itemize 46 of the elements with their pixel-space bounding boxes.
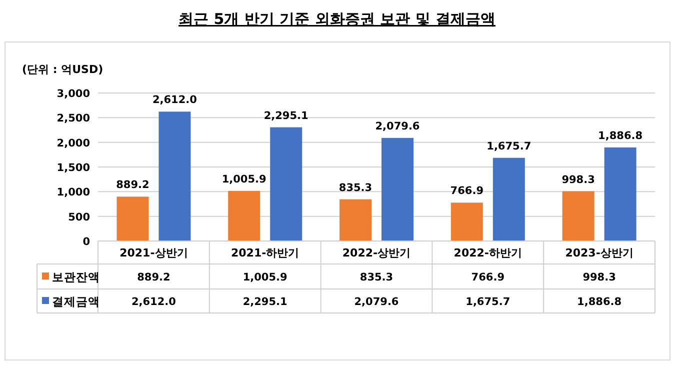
bar xyxy=(340,199,372,242)
text: 2,295.1 xyxy=(264,110,308,122)
legend-label: 결제금액 xyxy=(52,294,100,308)
text: 2,079.6 xyxy=(375,120,420,132)
bar xyxy=(270,127,302,242)
text: 889.2 xyxy=(116,179,150,192)
data-label: 2,079.6 xyxy=(354,296,399,308)
data-label: 2,295.1 xyxy=(242,296,288,308)
bar xyxy=(382,138,414,242)
data-label: 2,612.0 xyxy=(131,296,176,308)
bar xyxy=(228,190,260,242)
chart-title: 최근 5개 반기 기준 외화증권 보관 및 결제금액 xyxy=(178,10,496,28)
y-tick-label: 1,500 xyxy=(56,162,90,174)
data-label: 766.9 xyxy=(471,272,505,284)
bar xyxy=(604,147,636,242)
text: 2,612.0 xyxy=(152,94,197,106)
x-tick-label: 2022-하반기 xyxy=(454,246,522,260)
data-label: 998.3 xyxy=(582,272,616,284)
text: 766.9 xyxy=(450,185,484,198)
text: 998.3 xyxy=(562,174,595,186)
bar xyxy=(116,196,149,242)
data-label: 835.3 xyxy=(360,272,394,284)
text: 1,886.8 xyxy=(598,130,643,142)
data-label: 1,886.8 xyxy=(577,296,622,308)
data-label: 889.2 xyxy=(137,272,170,284)
y-tick-label: 2,500 xyxy=(56,112,90,125)
bar xyxy=(492,158,525,242)
y-tick-label: 500 xyxy=(68,211,90,224)
bar xyxy=(562,191,594,242)
data-label: 1,005.9 xyxy=(242,272,288,284)
data-label: 1,675.7 xyxy=(466,296,510,308)
y-tick-label: 2,000 xyxy=(56,137,90,150)
y-tick-label: 1,000 xyxy=(56,186,90,199)
legend-label: 보관잔액 xyxy=(52,270,100,284)
y-axis-title: (단위 : 억USD) xyxy=(22,63,104,76)
text: 1,675.7 xyxy=(486,140,532,152)
x-tick-label: 2021-하반기 xyxy=(231,246,300,260)
text: 835.3 xyxy=(338,182,372,194)
y-tick-label: 0 xyxy=(82,236,90,248)
y-tick-label: 3,000 xyxy=(56,88,90,100)
x-tick-label: 2021-상반기 xyxy=(120,246,188,260)
bar xyxy=(450,202,483,242)
bar xyxy=(158,112,191,242)
x-tick-label: 2023-상반기 xyxy=(565,246,634,260)
x-tick-label: 2022-상반기 xyxy=(342,246,411,260)
text: 1,005.9 xyxy=(222,173,266,186)
